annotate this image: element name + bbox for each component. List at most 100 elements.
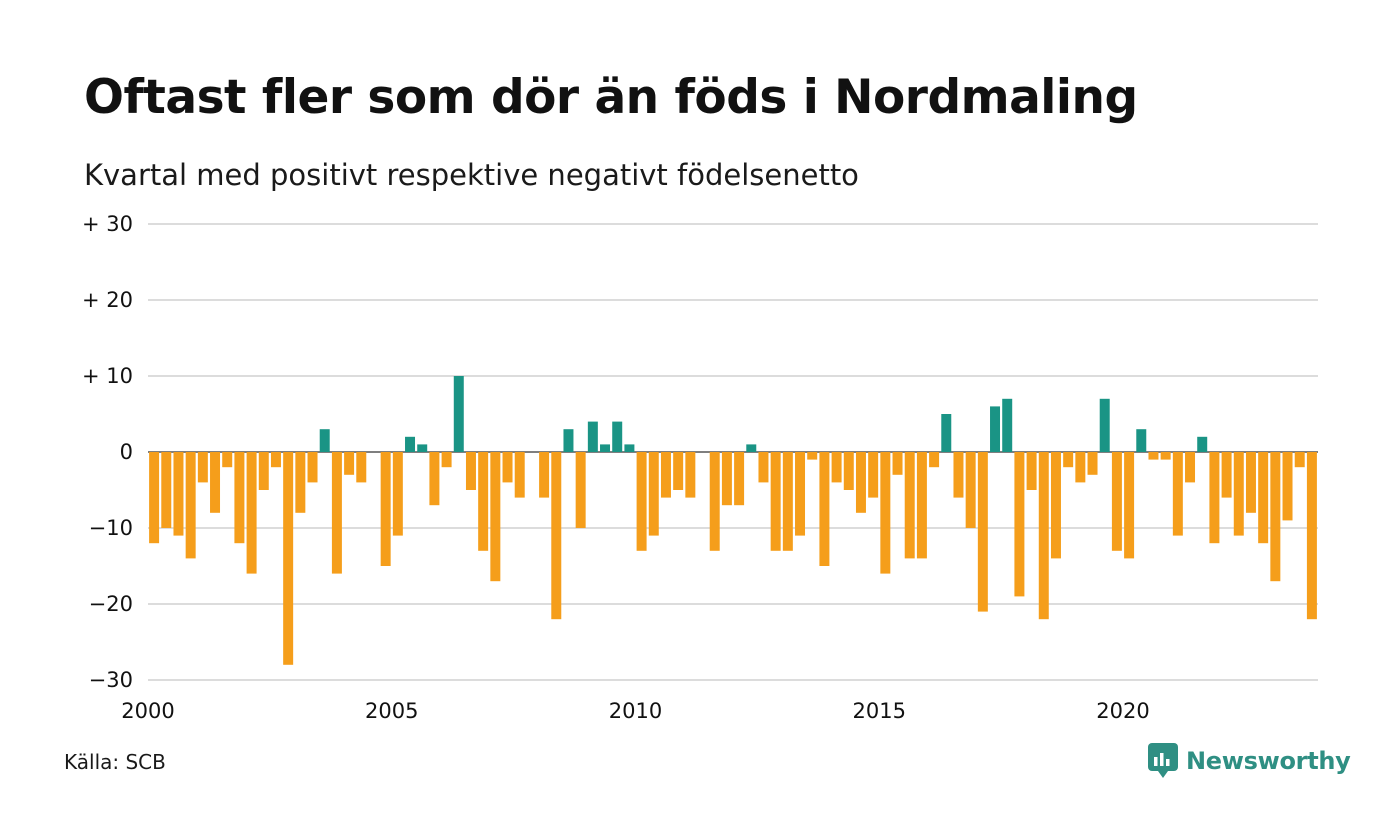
bar-negative (807, 452, 818, 460)
bar-negative (331, 452, 342, 574)
bar-negative (270, 452, 281, 468)
bar-negative (685, 452, 696, 498)
bar-negative (1270, 452, 1281, 582)
newsworthy-logo-icon (1148, 743, 1178, 778)
bar-negative (185, 452, 196, 559)
bar-negative (514, 452, 525, 498)
bar-negative (660, 452, 671, 498)
bar-positive (941, 414, 952, 452)
y-tick-label: 0 (120, 440, 133, 464)
bar-negative (831, 452, 842, 483)
gridlines (148, 223, 1318, 681)
bar-negative (734, 452, 745, 506)
bar-negative (344, 452, 355, 475)
bar-negative (1245, 452, 1256, 513)
bar-negative (295, 452, 306, 513)
x-tick-label: 2015 (853, 699, 906, 723)
bar-negative (575, 452, 586, 528)
bar-negative (1282, 452, 1293, 521)
bar-negative (1306, 452, 1317, 620)
axes: + 30 + 20 + 10 0 −10 −20 −30 2000 2005 2010 2015 20… (82, 212, 1150, 723)
x-tick-label: 2000 (121, 699, 174, 723)
bar-negative (819, 452, 830, 566)
bar-negative (1124, 452, 1135, 559)
bar-negative (1050, 452, 1061, 559)
y-tick-label: + 10 (82, 364, 133, 388)
bar-negative (283, 452, 294, 665)
bar-negative (1148, 452, 1159, 460)
bar-negative (1075, 452, 1086, 483)
bar-negative (855, 452, 866, 513)
bar-negative (843, 452, 854, 490)
bar-positive (746, 444, 757, 452)
bar-negative (1063, 452, 1074, 468)
bar-negative (490, 452, 501, 582)
y-tick-label: −30 (89, 668, 133, 692)
bar-chart: + 30 + 20 + 10 0 −10 −20 −30 2000 2005 2010 2015 20… (82, 212, 1318, 723)
bar-negative (709, 452, 720, 551)
x-tick-label: 2010 (609, 699, 662, 723)
brand-logo[interactable]: Newsworthy (1148, 743, 1351, 779)
bar-negative (234, 452, 245, 544)
bar-negative (210, 452, 221, 513)
bar-negative (673, 452, 684, 490)
bar-negative (721, 452, 732, 506)
bar-negative (782, 452, 793, 551)
bar-negative (246, 452, 257, 574)
bar-negative (953, 452, 964, 498)
source-note: Källa: SCB (64, 750, 166, 774)
bar-negative (795, 452, 806, 536)
bar-negative (149, 452, 160, 544)
bar-positive (990, 406, 1001, 452)
bar-negative (868, 452, 879, 498)
bar-negative (892, 452, 903, 475)
bar-negative (929, 452, 940, 468)
bar-negative (1258, 452, 1269, 544)
brand-name: Newsworthy (1186, 747, 1351, 775)
bar-negative (648, 452, 659, 536)
y-tick-label: −20 (89, 592, 133, 616)
bar-negative (380, 452, 391, 566)
bar-negative (758, 452, 769, 483)
bar-positive (319, 429, 330, 452)
bar-negative (222, 452, 233, 468)
bar-positive (405, 436, 416, 452)
bar-positive (600, 444, 611, 452)
bar-negative (916, 452, 927, 559)
bar-negative (1014, 452, 1025, 597)
bar-negative (1160, 452, 1171, 460)
chart-title: Oftast fler som dör än föds i Nordmaling (84, 70, 1138, 125)
bar-negative (307, 452, 318, 483)
bar-negative (1172, 452, 1183, 536)
bar-negative (551, 452, 562, 620)
y-tick-label: −10 (89, 516, 133, 540)
bar-negative (880, 452, 891, 574)
bar-negative (161, 452, 172, 528)
bar-positive (612, 421, 623, 452)
bar-negative (539, 452, 550, 498)
bar-negative (636, 452, 647, 551)
bar-positive (1099, 398, 1110, 452)
bar-positive (563, 429, 574, 452)
bar-positive (453, 376, 464, 452)
bar-negative (965, 452, 976, 528)
bar-negative (1233, 452, 1244, 536)
bar-positive (1136, 429, 1147, 452)
bar-negative (1038, 452, 1049, 620)
bar-negative (1185, 452, 1196, 483)
bar-negative (1111, 452, 1122, 551)
bar-negative (904, 452, 915, 559)
y-tick-label: + 30 (82, 212, 133, 236)
bar-positive (587, 421, 598, 452)
bar-negative (465, 452, 476, 490)
bar-negative (478, 452, 489, 551)
bar-negative (1294, 452, 1305, 468)
bar-negative (173, 452, 184, 536)
x-tick-label: 2005 (365, 699, 418, 723)
chart-subtitle: Kvartal med positivt respektive negativt… (84, 158, 859, 192)
bars (149, 376, 1317, 665)
bar-negative (977, 452, 988, 612)
bar-negative (429, 452, 440, 506)
bar-negative (392, 452, 403, 536)
x-tick-label: 2020 (1096, 699, 1149, 723)
